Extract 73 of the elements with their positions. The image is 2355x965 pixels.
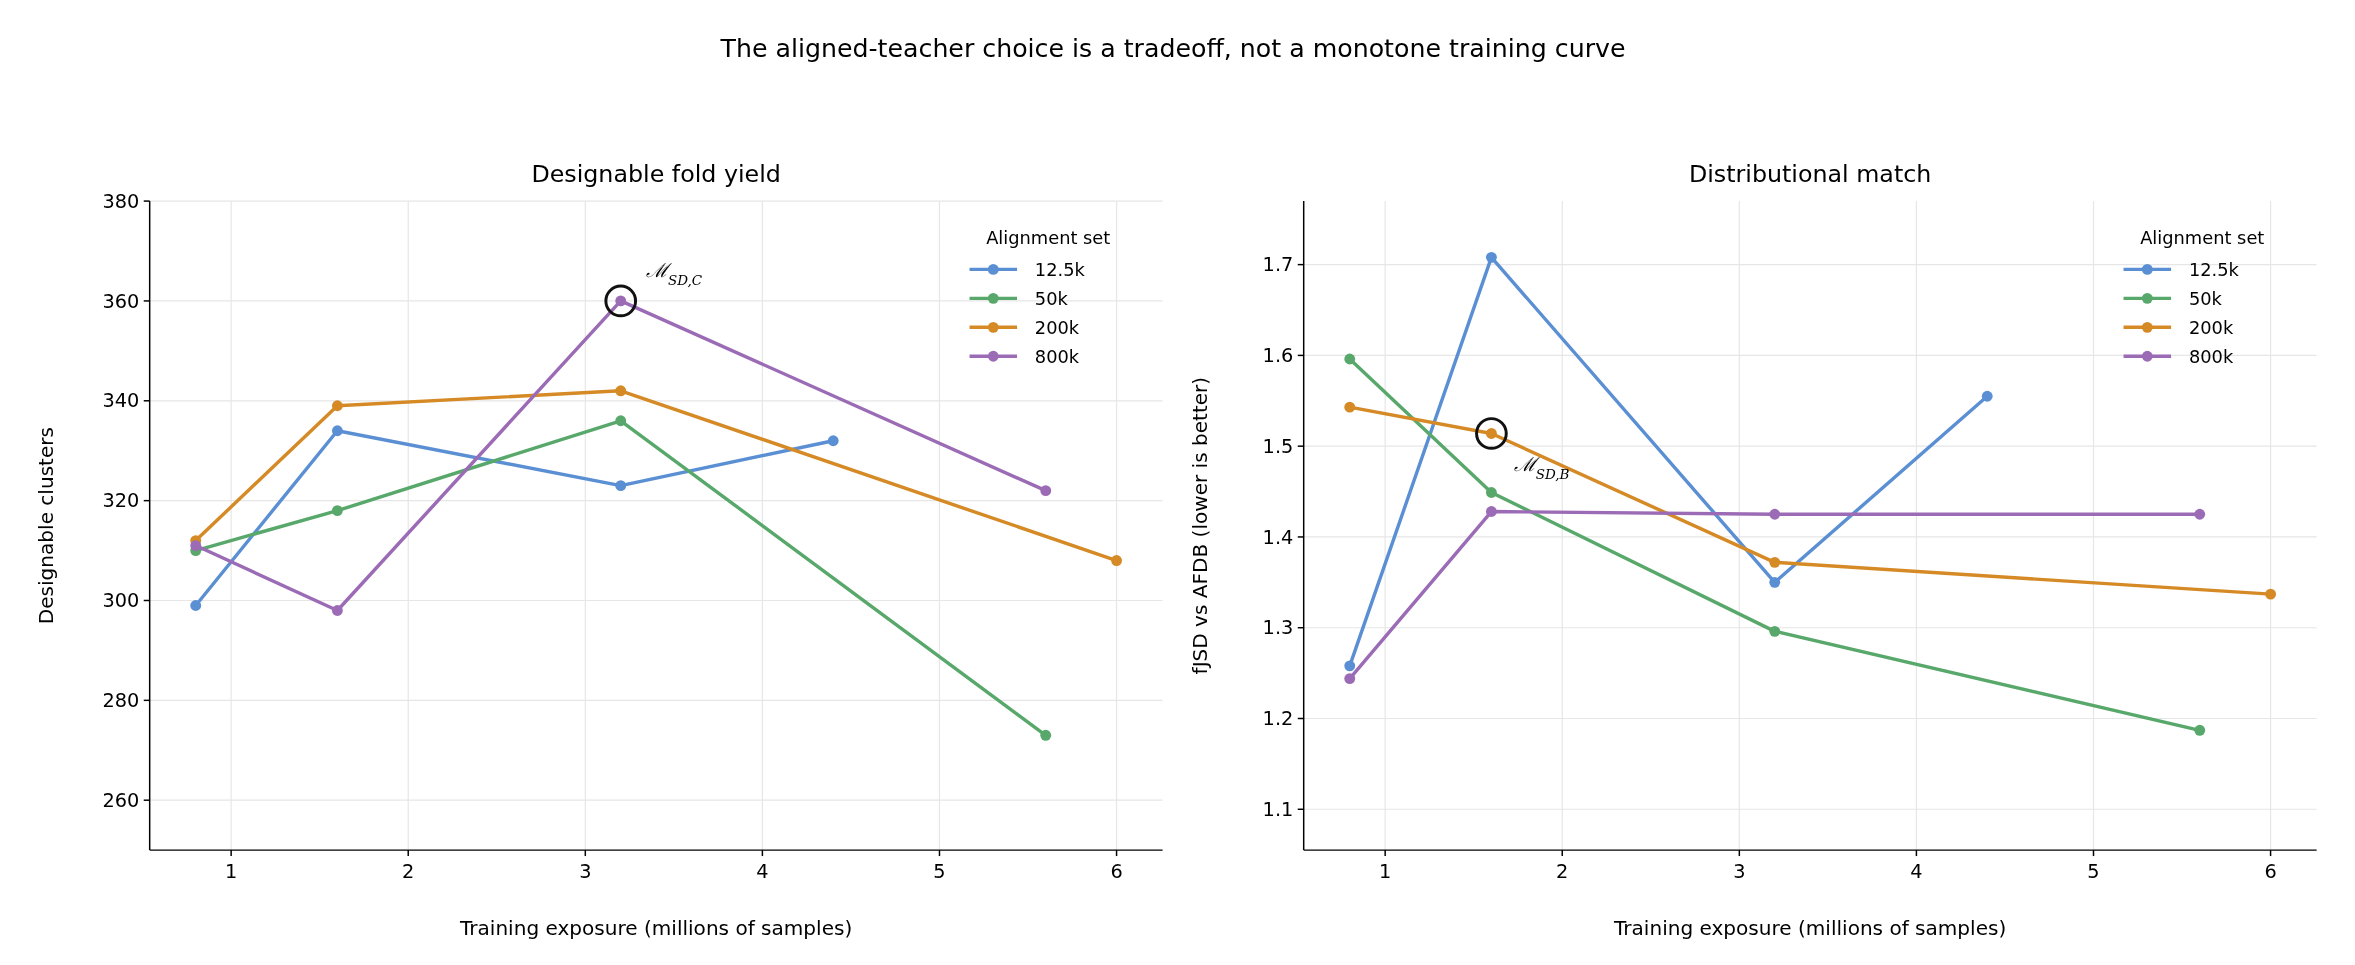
legend-label: 12.5k	[2188, 259, 2240, 281]
point	[1981, 390, 1993, 402]
y-tick-label: 1.7	[1262, 253, 1294, 277]
y-tick-label: 1.5	[1262, 434, 1294, 458]
point	[1344, 660, 1356, 672]
point	[1769, 508, 1781, 520]
annotation: ℳ$_{SD,C}$	[645, 259, 703, 289]
x-tick-label: 4	[756, 860, 769, 884]
point	[1769, 625, 1781, 637]
point	[2194, 508, 2206, 520]
legend-label: 12.5k	[1034, 259, 1086, 281]
point	[190, 540, 202, 551]
legend-title: Alignment set	[2140, 227, 2265, 249]
y-tick-label: 260	[102, 788, 140, 812]
y-tick-label: 300	[102, 589, 140, 613]
y-tick-label: 1.2	[1262, 707, 1294, 731]
y-tick-label: 280	[102, 689, 140, 713]
y-axis-title: fJSD vs AFDB (lower is better)	[1188, 376, 1213, 675]
legend-label: 50k	[1034, 288, 1069, 310]
x-tick-label: 1	[1379, 860, 1392, 884]
point	[1344, 673, 1356, 684]
x-tick-label: 2	[1556, 860, 1569, 884]
point	[2265, 588, 2277, 600]
point	[331, 505, 343, 517]
point	[1344, 353, 1356, 365]
point	[827, 435, 839, 447]
x-tick-label: 2	[402, 860, 415, 884]
x-axis-title: Training exposure (millions of samples)	[459, 915, 853, 940]
x-tick-label: 3	[579, 860, 592, 884]
y-tick-label: 380	[102, 189, 140, 213]
y-tick-label: 1.3	[1262, 616, 1294, 640]
point	[615, 480, 627, 492]
point	[1485, 251, 1497, 263]
chart-title: Designable fold yield	[531, 159, 781, 188]
point	[1040, 729, 1052, 741]
point	[331, 425, 343, 437]
point	[1344, 401, 1356, 413]
point	[1769, 576, 1781, 588]
y-tick-label: 340	[102, 389, 140, 413]
point	[1111, 555, 1122, 566]
x-axis-title: Training exposure (millions of samples)	[1613, 915, 2007, 940]
legend-label: 200k	[1034, 317, 1080, 339]
point	[615, 415, 627, 427]
x-tick-label: 4	[1910, 860, 1923, 884]
y-tick-label: 320	[102, 489, 140, 513]
y-axis-title: Designable clusters	[34, 427, 59, 625]
y-tick-label: 1.6	[1262, 344, 1294, 368]
y-tick-label: 360	[102, 289, 140, 313]
chart-title: Distributional match	[1688, 159, 1932, 188]
point	[2194, 724, 2206, 736]
legend-label: 800k	[1034, 345, 1080, 367]
text: The aligned-teacher choice is a tradeoff, not a monotone training curve	[719, 34, 1626, 64]
x-tick-label: 6	[2264, 860, 2277, 884]
point	[331, 400, 343, 412]
legend-label: 800k	[2188, 345, 2234, 367]
x-tick-label: 6	[1110, 860, 1123, 884]
x-tick-label: 5	[933, 860, 946, 884]
point	[331, 605, 343, 616]
legend-label: 200k	[2188, 317, 2234, 339]
point	[1485, 487, 1497, 498]
y-tick-label: 1.4	[1262, 525, 1294, 549]
y-tick-label: 1.1	[1262, 797, 1294, 821]
x-tick-label: 5	[2087, 860, 2100, 884]
legend-label: 50k	[2188, 288, 2223, 310]
point	[1485, 506, 1497, 517]
point	[615, 385, 627, 397]
x-tick-label: 3	[1733, 860, 1746, 884]
x-tick-label: 1	[225, 860, 238, 884]
point	[1040, 485, 1052, 497]
point	[1769, 556, 1781, 568]
annotation: ℳ$_{SD,B}$	[1513, 452, 1570, 482]
legend-title: Alignment set	[986, 227, 1111, 249]
point	[190, 600, 202, 611]
